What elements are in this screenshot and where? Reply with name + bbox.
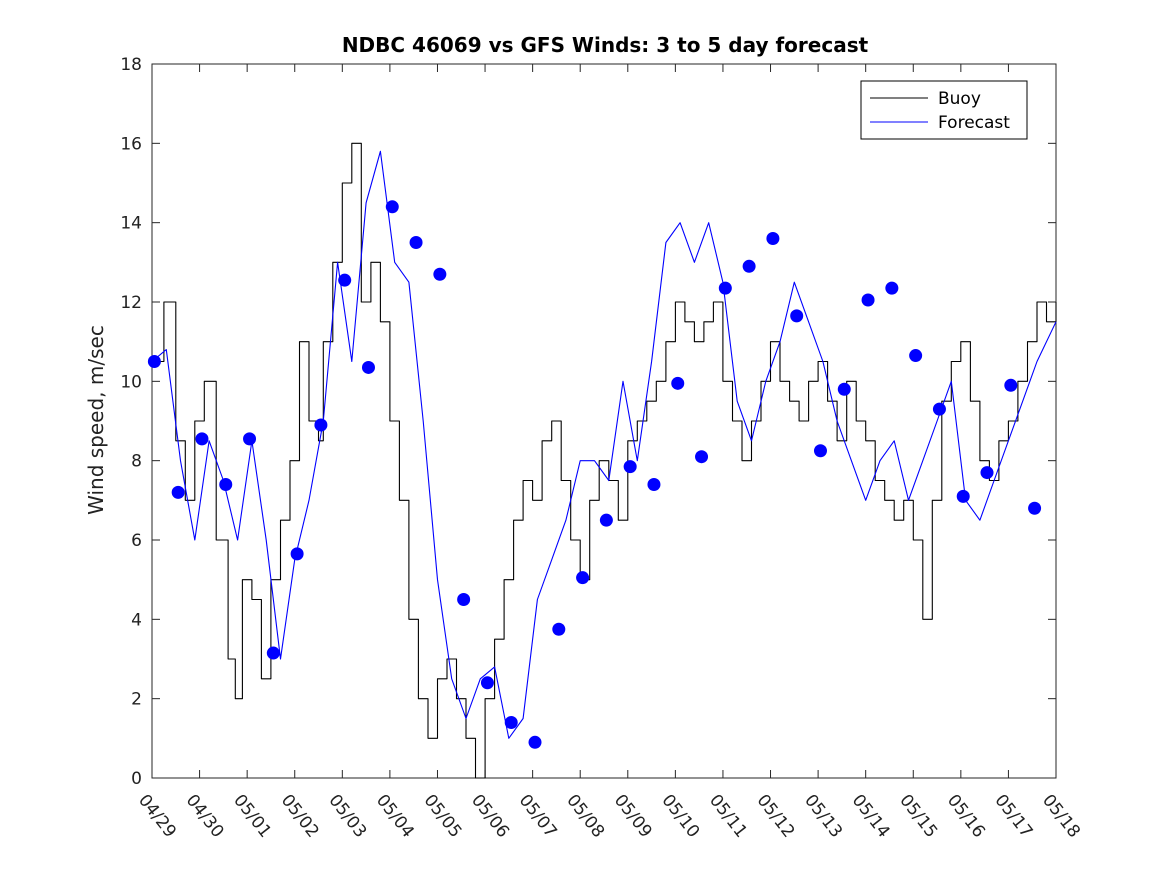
- forecast-marker: [861, 293, 875, 307]
- forecast-marker: [695, 450, 709, 464]
- forecast-marker: [385, 200, 399, 214]
- forecast-marker: [1028, 501, 1042, 515]
- y-tick-label: 10: [120, 372, 142, 392]
- y-tick-label: 8: [131, 452, 142, 472]
- forecast-marker: [599, 513, 613, 527]
- y-tick-label: 16: [120, 134, 142, 154]
- forecast-marker: [457, 593, 471, 606]
- forecast-series-line: [151, 150, 1057, 739]
- forecast-marker: [528, 735, 542, 749]
- forecast-marker: [361, 360, 375, 374]
- forecast-marker: [409, 236, 423, 249]
- forecast-marker: [290, 547, 304, 561]
- forecast-marker: [909, 349, 923, 363]
- forecast-marker: [433, 267, 447, 281]
- forecast-marker: [837, 382, 851, 396]
- forecast-marker: [790, 309, 804, 323]
- forecast-marker: [742, 259, 756, 273]
- forecast-marker: [647, 477, 661, 491]
- forecast-marker: [576, 571, 590, 585]
- y-tick-label: 2: [131, 690, 142, 710]
- forecast-marker: [980, 466, 994, 480]
- forecast-marker: [314, 418, 328, 432]
- forecast-marker: [623, 460, 637, 474]
- forecast-marker: [480, 676, 494, 690]
- y-tick-label: 6: [131, 531, 142, 551]
- chart-title: NDBC 46069 vs GFS Winds: 3 to 5 day fore…: [342, 33, 869, 57]
- y-tick-label: 14: [120, 214, 142, 234]
- legend: Buoy Forecast: [860, 80, 1028, 140]
- forecast-marker: [813, 444, 827, 458]
- y-tick-label: 12: [120, 293, 142, 313]
- legend-buoy-label: Buoy: [938, 89, 981, 109]
- y-tick-label: 4: [131, 610, 142, 630]
- buoy-series-line: [152, 142, 1057, 779]
- y-axis-label: Wind speed, m/sec: [84, 325, 108, 515]
- forecast-marker: [147, 355, 161, 368]
- forecast-marker: [718, 281, 732, 295]
- y-tick-label: 18: [120, 55, 142, 75]
- forecast-marker: [956, 489, 970, 503]
- forecast-marker: [195, 432, 209, 446]
- forecast-marker: [243, 432, 257, 446]
- forecast-marker: [266, 646, 280, 660]
- forecast-marker: [219, 477, 233, 491]
- forecast-marker: [504, 715, 518, 729]
- forecast-marker: [885, 281, 899, 295]
- forecast-marker: [671, 376, 685, 390]
- forecast-marker: [552, 622, 566, 636]
- axes-frame: [151, 63, 1057, 779]
- forecast-marker: [932, 402, 946, 416]
- forecast-marker: [766, 232, 780, 246]
- forecast-marker: [1004, 378, 1018, 392]
- forecast-marker: [171, 485, 185, 499]
- y-tick-label: 0: [131, 769, 142, 789]
- legend-forecast-label: Forecast: [938, 113, 1010, 133]
- forecast-marker: [338, 273, 352, 287]
- legend-box: [860, 80, 1028, 140]
